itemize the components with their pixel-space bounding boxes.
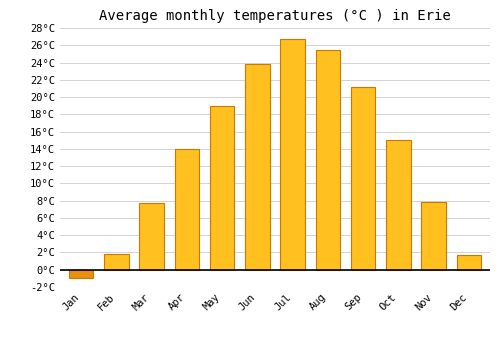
Bar xyxy=(245,64,270,270)
Bar xyxy=(456,255,481,270)
Bar xyxy=(210,106,234,270)
Bar xyxy=(422,202,446,270)
Bar xyxy=(69,270,94,278)
Bar xyxy=(351,87,376,270)
Title: Average monthly temperatures (°C ) in Erie: Average monthly temperatures (°C ) in Er… xyxy=(99,9,451,23)
Bar xyxy=(316,50,340,270)
Bar xyxy=(386,140,410,270)
Bar xyxy=(280,39,305,270)
Bar xyxy=(104,254,128,270)
Bar xyxy=(174,149,199,270)
Bar xyxy=(140,203,164,270)
